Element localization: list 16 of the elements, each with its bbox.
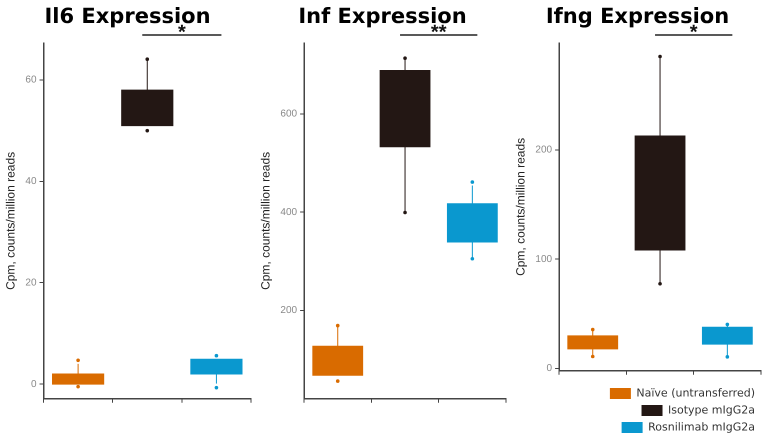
y-tick-label: 40: [25, 176, 37, 188]
y-tick-label: 200: [280, 305, 298, 316]
legend-label: Isotype mIgG2a: [668, 403, 756, 416]
y-tick-label: 0: [30, 378, 37, 390]
y-axis-title: Cpm, counts/million reads: [514, 138, 528, 276]
legend-label: Rosnilimab mIgG2a: [648, 420, 755, 434]
y-tick-label: 60: [25, 74, 37, 86]
y-tick-label: 0: [546, 363, 553, 374]
y-tick-label: 20: [25, 277, 37, 288]
y-tick-label: 600: [280, 108, 298, 120]
y-tick-label: 200: [535, 144, 553, 156]
y-tick-label: 100: [535, 254, 553, 265]
legend-label: Naïve (untransferred): [636, 386, 756, 400]
y-tick-label: 400: [280, 206, 298, 218]
y-axis-title: Cpm, counts/million reads: [4, 152, 18, 290]
y-axis-title: Cpm, counts/million reads: [258, 152, 273, 290]
